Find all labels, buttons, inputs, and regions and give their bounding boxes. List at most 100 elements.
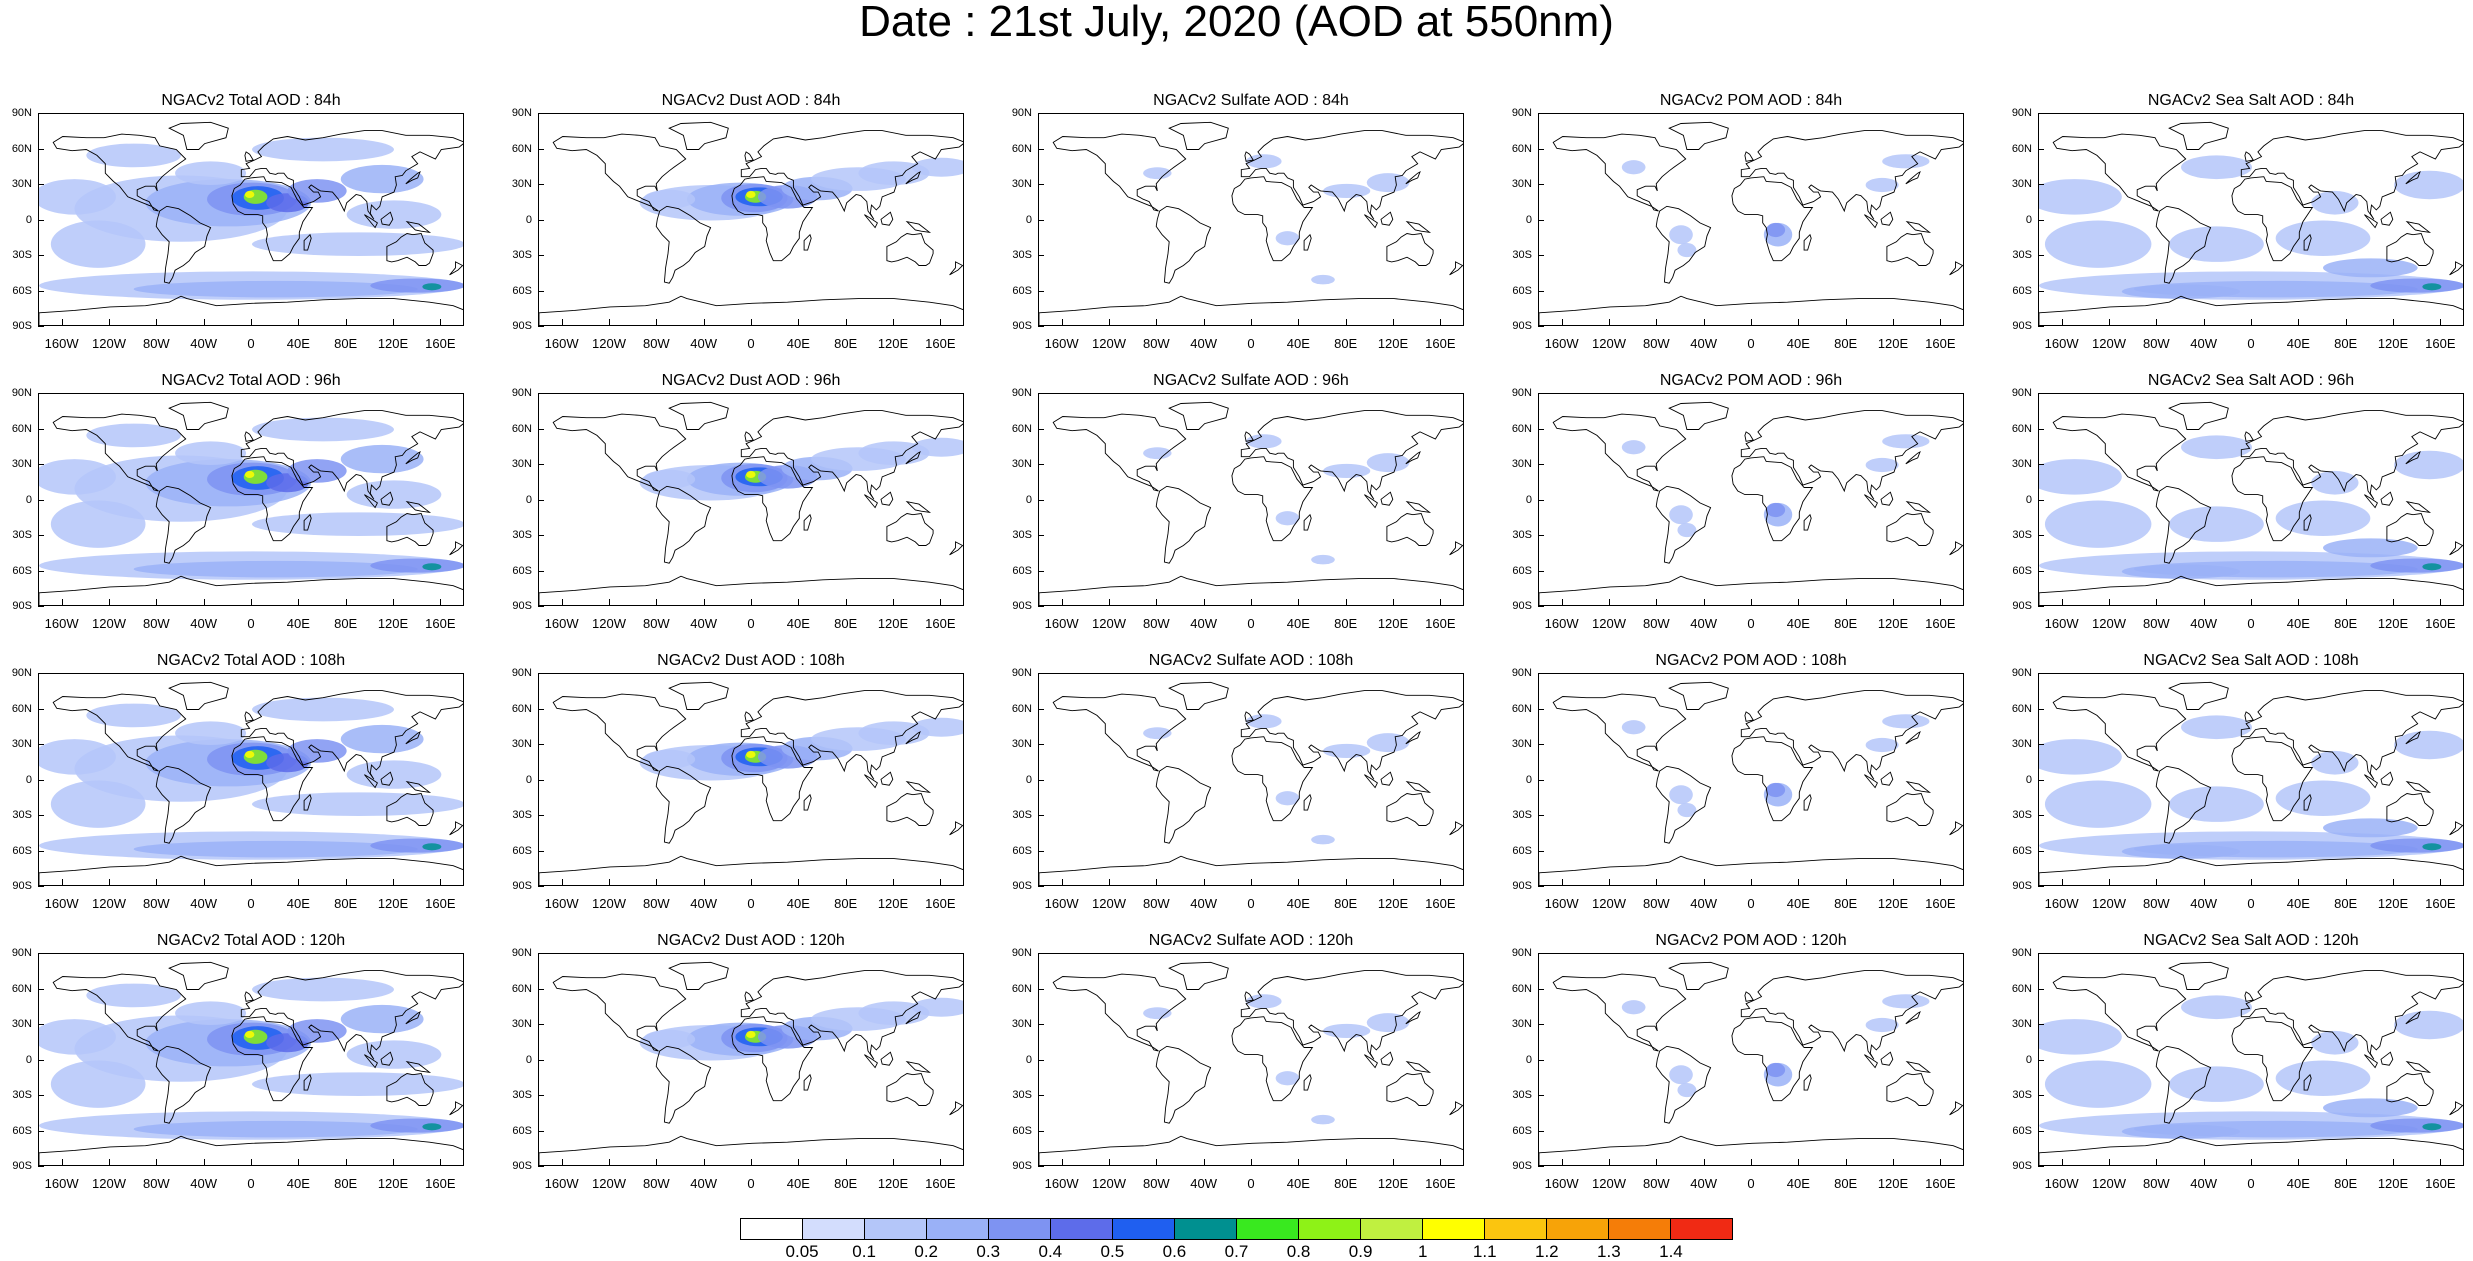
lon-tick-label: 120W bbox=[2092, 616, 2126, 631]
lat-tick-label: 90N bbox=[2011, 947, 2032, 959]
aod-shade-region bbox=[1143, 167, 1172, 180]
coastline bbox=[364, 214, 378, 229]
colorbar-swatch bbox=[1299, 1219, 1361, 1239]
coastline bbox=[1655, 205, 1712, 284]
coastline bbox=[405, 731, 421, 745]
coastline bbox=[2052, 973, 2187, 1052]
colorbar-swatch bbox=[1113, 1219, 1175, 1239]
coastline bbox=[1905, 451, 1921, 465]
aod-shade-region bbox=[346, 480, 442, 509]
lon-tick-label: 80E bbox=[1334, 336, 1358, 351]
lon-tick-label: 40E bbox=[1286, 896, 1310, 911]
coastline bbox=[1231, 736, 1314, 822]
colorbar-swatch bbox=[1361, 1219, 1423, 1239]
lat-tick-label: 0 bbox=[2025, 493, 2032, 506]
coastline bbox=[168, 961, 229, 990]
lat-tick bbox=[538, 220, 544, 221]
coastline bbox=[539, 855, 963, 885]
coastline bbox=[539, 575, 963, 605]
coastline bbox=[2240, 690, 2463, 780]
lat-tick-label: 90N bbox=[2011, 387, 2032, 399]
world-map bbox=[38, 393, 464, 606]
panel-title: NGACv2 Sulfate AOD : 108h bbox=[1148, 652, 1354, 669]
lon-tick-label: 40E bbox=[2286, 616, 2310, 631]
colorbar-swatch bbox=[1671, 1219, 1732, 1239]
coastline bbox=[364, 774, 378, 789]
panel-title: NGACv2 Sea Salt AOD : 96h bbox=[2147, 372, 2355, 389]
lon-tick bbox=[204, 319, 205, 326]
lon-tick-label: 80E bbox=[1334, 1176, 1358, 1191]
coastline bbox=[2231, 1016, 2314, 1102]
lon-tick bbox=[1798, 1159, 1799, 1166]
map-panel-sulfate-1: NGACv2 Sulfate AOD : 84h 90N 60N 30N 0 30S 60S… bbox=[1000, 92, 1500, 372]
coastline bbox=[1405, 1011, 1421, 1025]
lon-tick-label: 40W bbox=[690, 336, 718, 351]
lat-tick bbox=[538, 815, 544, 816]
lon-tick bbox=[1109, 879, 1110, 886]
aod-shade-region bbox=[2422, 563, 2442, 571]
lat-tick bbox=[538, 851, 544, 852]
lat-tick bbox=[1038, 113, 1044, 114]
lon-tick bbox=[393, 1159, 394, 1166]
world-map bbox=[1038, 673, 1464, 886]
world-map bbox=[2038, 953, 2464, 1166]
aod-shade-region bbox=[2039, 1019, 2122, 1055]
aod-shade-region bbox=[1669, 1065, 1693, 1085]
lon-tick bbox=[562, 879, 563, 886]
coastline bbox=[668, 961, 729, 990]
lon-tick-label: 80W bbox=[2142, 896, 2170, 911]
coastline bbox=[880, 211, 894, 226]
coastline bbox=[886, 513, 934, 546]
lon-tick-label: 80W bbox=[1642, 1176, 1670, 1191]
aod-shade-region bbox=[2311, 470, 2359, 495]
lat-tick bbox=[2038, 1166, 2044, 1167]
lon-tick bbox=[1109, 319, 1110, 326]
lat-tick-label: 30S bbox=[2012, 249, 2032, 261]
lat-tick bbox=[38, 255, 44, 256]
lat-tick bbox=[1538, 953, 1544, 954]
aod-shade-region bbox=[2422, 843, 2442, 851]
aod-shade-region bbox=[86, 143, 181, 168]
lat-tick bbox=[1038, 744, 1044, 745]
panel-title: NGACv2 Sulfate AOD : 120h bbox=[1148, 932, 1354, 949]
coastline bbox=[1905, 171, 1921, 185]
coastline bbox=[244, 151, 254, 162]
aod-shade-region bbox=[1865, 177, 1899, 193]
aod-shade-region bbox=[370, 1118, 463, 1133]
lon-tick-label: 40W bbox=[2190, 336, 2218, 351]
lon-tick-label: 160E bbox=[2425, 896, 2456, 911]
aod-shade-region bbox=[287, 179, 347, 203]
aod-shade-region bbox=[1766, 1062, 1786, 1078]
coastline bbox=[539, 1135, 963, 1165]
aod-shade-region bbox=[1621, 720, 1646, 735]
lon-tick-label: 40W bbox=[1190, 1176, 1218, 1191]
lon-tick-label: 80E bbox=[834, 336, 858, 351]
lat-tick bbox=[2038, 709, 2044, 710]
lon-tick bbox=[1704, 879, 1705, 886]
coastline bbox=[2380, 771, 2394, 786]
lat-tick-label: 90S bbox=[1512, 880, 1532, 892]
aod-shade-region bbox=[1323, 463, 1371, 479]
aod-shade-region bbox=[1311, 834, 1335, 845]
coastline bbox=[2380, 491, 2394, 506]
coastline bbox=[886, 233, 934, 266]
coastline bbox=[2405, 1011, 2421, 1025]
lat-tick bbox=[538, 744, 544, 745]
lon-tick-label: 120E bbox=[377, 616, 409, 631]
aod-shade-region bbox=[39, 739, 116, 775]
coastline bbox=[1744, 431, 1754, 442]
coastline bbox=[231, 736, 314, 822]
lat-tick bbox=[1538, 1166, 1544, 1167]
lat-tick-label: 0 bbox=[25, 213, 32, 226]
colorbar-swatch bbox=[1423, 1219, 1485, 1239]
lon-tick bbox=[609, 1159, 610, 1166]
coastline bbox=[1740, 410, 1963, 500]
coastline bbox=[1244, 431, 1254, 442]
coastline bbox=[1244, 151, 1254, 162]
aod-shade-region bbox=[252, 977, 394, 1002]
aod-shade-region bbox=[50, 220, 146, 268]
coastline bbox=[2244, 711, 2254, 722]
coastline bbox=[1949, 821, 1963, 836]
coastline bbox=[1886, 1073, 1934, 1106]
aod-shade-region bbox=[2169, 1066, 2264, 1102]
